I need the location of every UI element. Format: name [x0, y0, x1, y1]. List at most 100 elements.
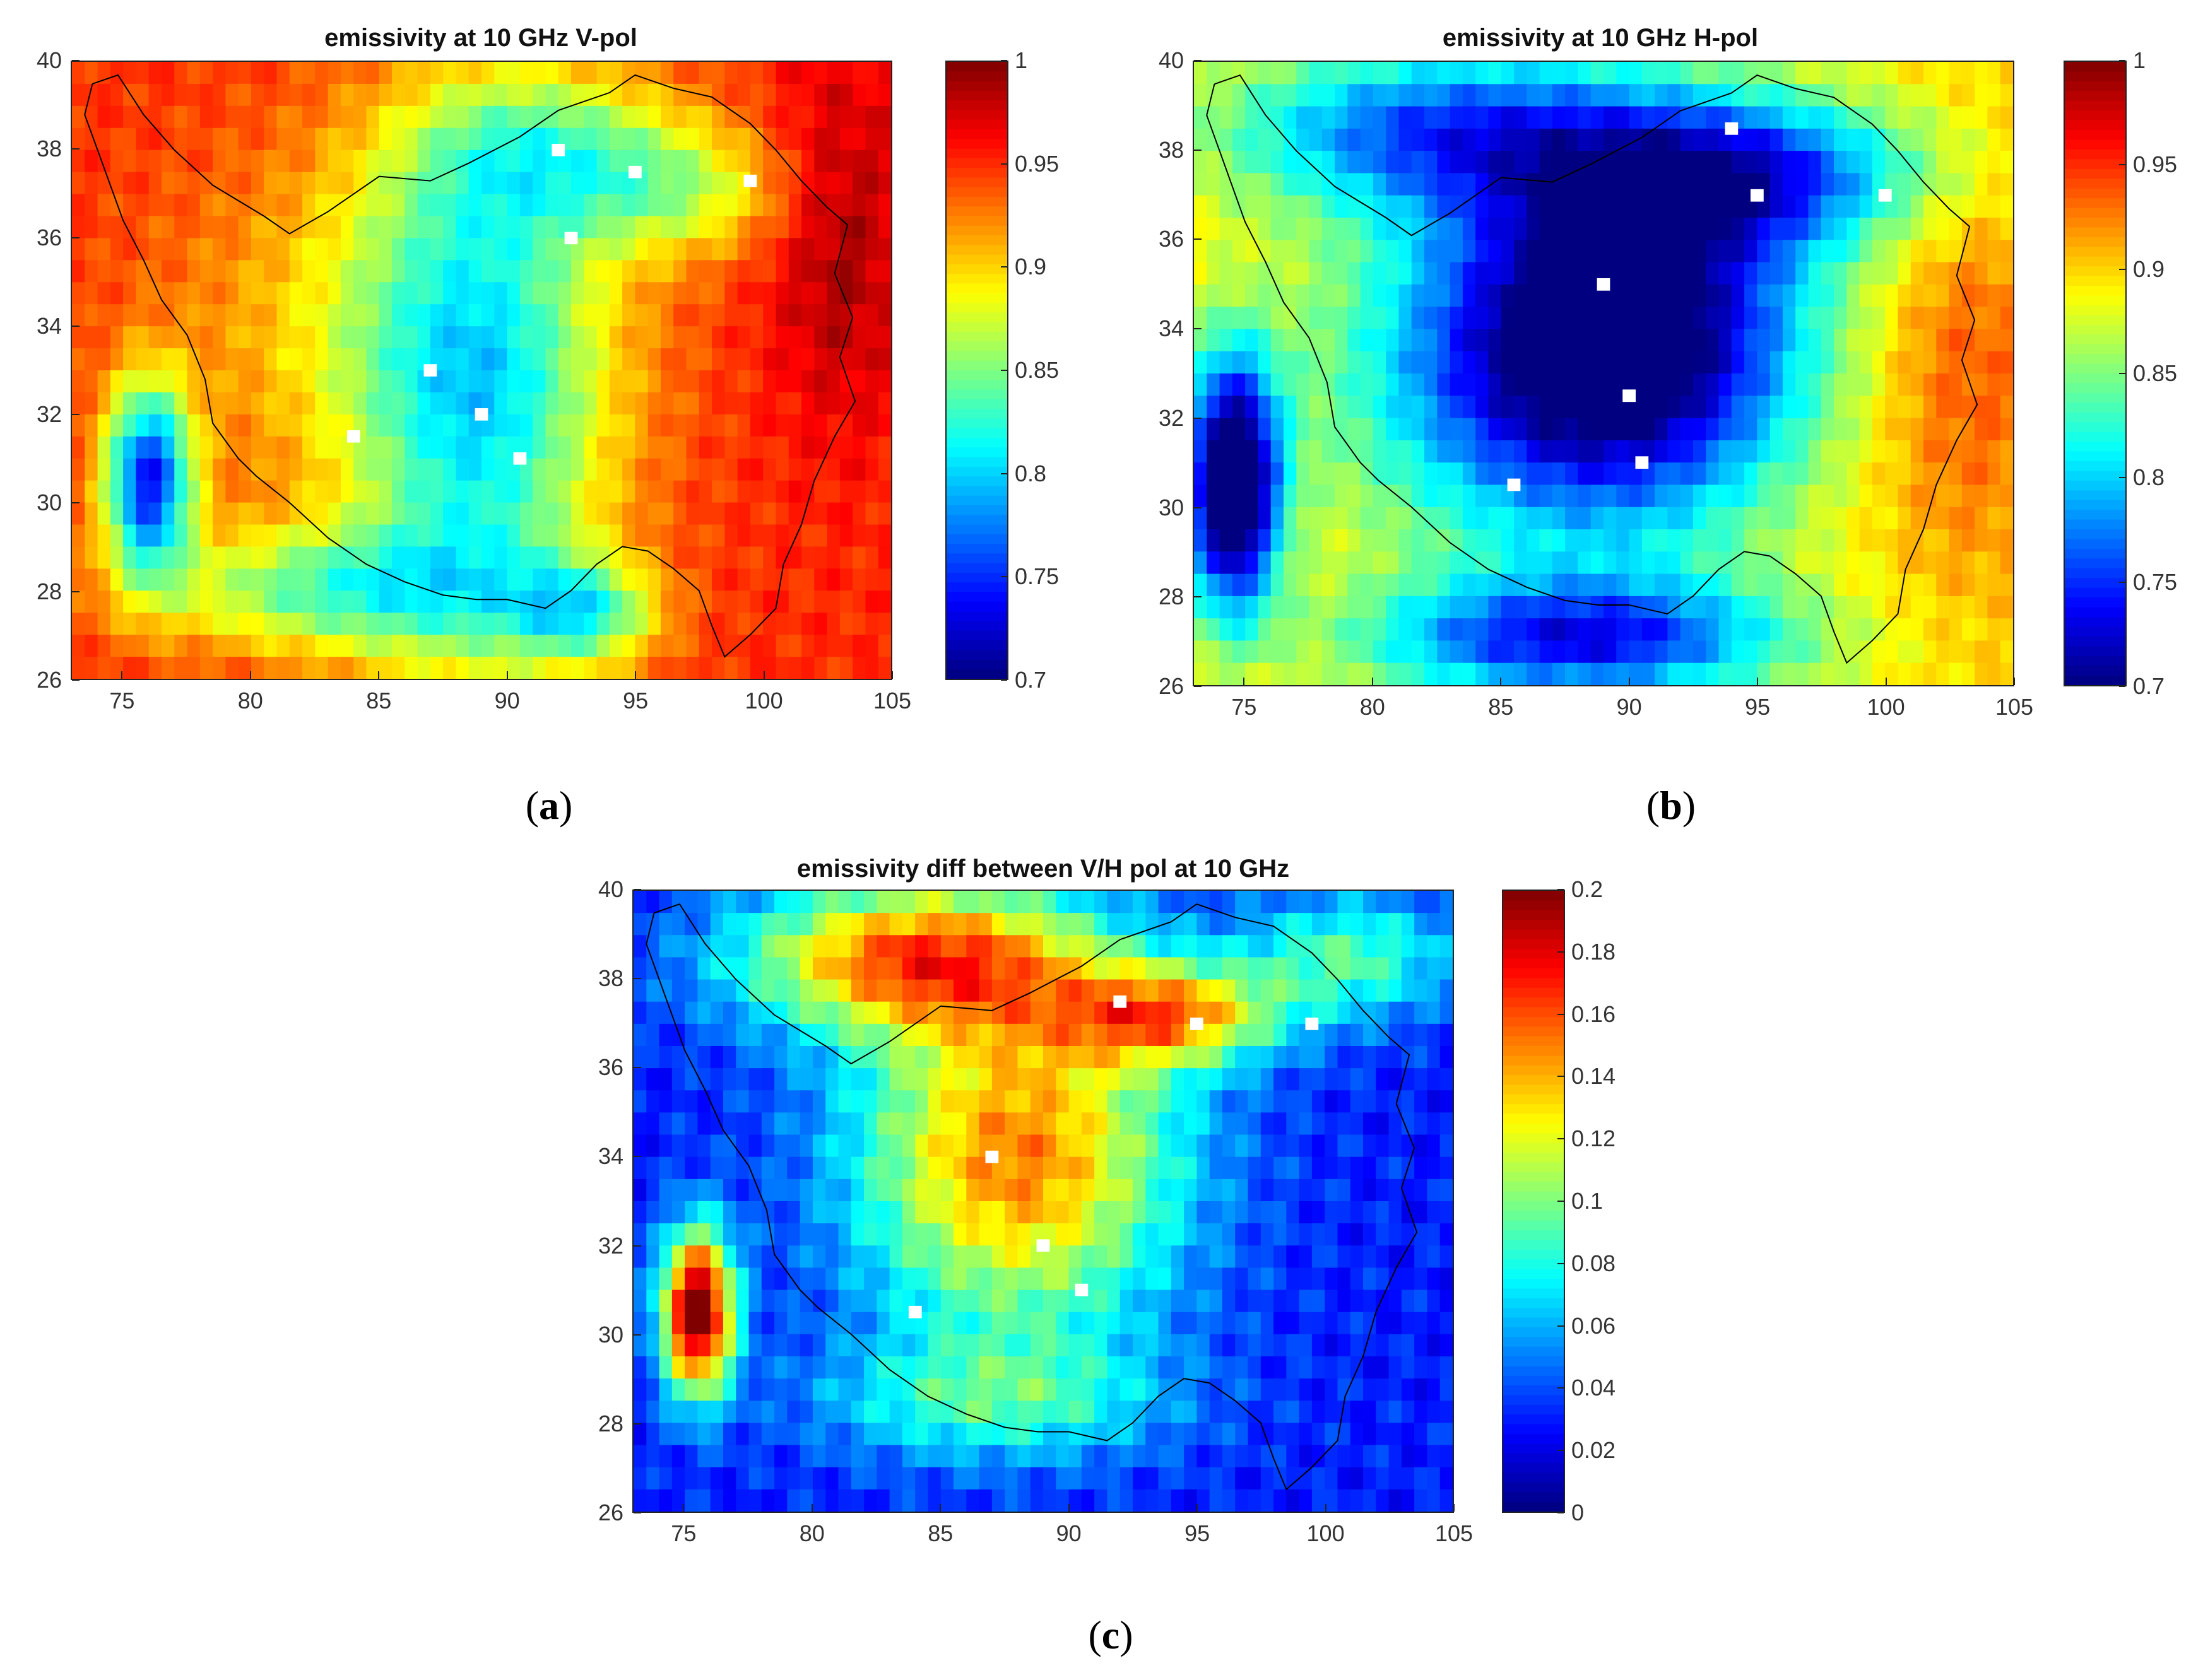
heatmap-cell: [774, 1178, 788, 1202]
heatmap-cell: [673, 260, 687, 283]
heatmap-cell: [443, 304, 457, 327]
heatmap-cell: [1578, 62, 1592, 85]
heatmap-cell: [877, 1201, 890, 1224]
heatmap-cell: [1667, 529, 1681, 552]
heatmap-cell: [1388, 1267, 1402, 1291]
heatmap-cell: [379, 194, 393, 217]
colorbar-segment: [2065, 247, 2125, 257]
heatmap-cell: [685, 1245, 699, 1269]
heatmap-cell: [1834, 84, 1848, 107]
heatmap-cell: [699, 282, 712, 305]
heatmap-cell: [825, 1023, 839, 1047]
heatmap-cell: [1808, 329, 1822, 352]
colorbar-segment: [947, 572, 1007, 583]
heatmap-cell: [877, 1267, 890, 1291]
heatmap-cell: [1565, 396, 1579, 419]
heatmap-cell: [1424, 329, 1438, 352]
colorbar-segment: [2065, 324, 2125, 336]
heatmap-cell: [225, 568, 239, 591]
heatmap-cell: [1081, 935, 1095, 958]
heatmap-cell: [1565, 128, 1579, 151]
heatmap-cell: [660, 304, 675, 327]
heatmap-cell: [1437, 351, 1451, 374]
heatmap-cell: [1961, 284, 1975, 307]
heatmap-cell: [1411, 84, 1425, 107]
heatmap-cell: [1616, 440, 1630, 463]
heatmap-cell: [1641, 84, 1655, 107]
heatmap-cell: [801, 348, 815, 371]
heatmap-cell: [1081, 913, 1095, 936]
heatmap-cell: [1411, 218, 1425, 240]
heatmap-cell: [1232, 173, 1246, 196]
heatmap-cell: [558, 105, 572, 129]
heatmap-cell: [1821, 507, 1834, 530]
heatmap-cell: [225, 436, 239, 459]
heatmap-cell: [1309, 640, 1323, 664]
heatmap-cell: [1196, 1046, 1210, 1069]
heatmap-cell: [417, 635, 431, 657]
heatmap-cell: [761, 1090, 775, 1113]
heatmap-cell: [494, 568, 508, 591]
heatmap-cell: [1501, 128, 1515, 151]
heatmap-cell: [1655, 218, 1668, 240]
heatmap-cell: [889, 1156, 903, 1180]
heatmap-cell: [174, 480, 188, 503]
heatmap-cell: [737, 370, 751, 393]
heatmap-cell: [1260, 957, 1274, 980]
heatmap-cell: [1539, 485, 1553, 508]
heatmap-cell: [671, 1289, 685, 1313]
heatmap-cell: [865, 150, 879, 173]
panel-caption-b: (b): [1646, 783, 1696, 828]
heatmap-cell: [1270, 662, 1284, 685]
heatmap-cell: [1885, 262, 1899, 285]
heatmap-cell: [1335, 573, 1349, 597]
heatmap-cell: [85, 635, 98, 657]
heatmap-cell: [1439, 1245, 1453, 1269]
heatmap-cell: [1043, 1178, 1057, 1202]
heatmap-cell: [1005, 1178, 1019, 1202]
heatmap-cell: [1808, 240, 1822, 263]
heatmap-cell: [264, 546, 278, 569]
colorbar-tick-label: 0.85: [2133, 360, 2178, 386]
heatmap-cell: [774, 1245, 788, 1269]
heatmap-cell: [723, 891, 737, 913]
heatmap-cell: [1834, 418, 1848, 441]
heatmap-cell: [1757, 551, 1771, 575]
heatmap-cell: [1949, 485, 1963, 508]
heatmap-cell: [1590, 596, 1604, 619]
heatmap-cell: [686, 414, 700, 437]
heatmap-cell: [712, 83, 726, 107]
heatmap-cell: [1641, 329, 1655, 352]
heatmap-cell: [251, 326, 265, 349]
colorbar-segment: [947, 524, 1007, 535]
heatmap-cell: [1273, 1001, 1287, 1025]
heatmap-cell: [72, 304, 86, 327]
heatmap-cell: [737, 127, 751, 151]
heatmap-cell: [812, 1046, 827, 1069]
heatmap-cell: [85, 392, 98, 415]
heatmap-cell: [251, 370, 265, 393]
heatmap-cell: [1411, 262, 1425, 285]
heatmap-cell: [238, 282, 252, 305]
colorbar-tick-label: 0.9: [1015, 254, 1047, 280]
heatmap-cell: [1641, 507, 1655, 530]
heatmap-cell: [776, 348, 789, 371]
heatmap-cell: [1936, 284, 1950, 307]
heatmap-cell: [148, 414, 162, 437]
heatmap-cell: [723, 1134, 737, 1158]
heatmap-cell: [697, 1267, 711, 1291]
heatmap-cell: [1834, 573, 1848, 597]
heatmap-cell: [673, 590, 687, 613]
heatmap-cell: [877, 1090, 890, 1113]
heatmap-cell: [1450, 418, 1463, 441]
heatmap-cell: [289, 127, 303, 151]
heatmap-cell: [737, 238, 751, 261]
heatmap-cell: [1680, 218, 1694, 240]
heatmap-cell: [570, 260, 585, 283]
heatmap-cell: [136, 304, 150, 327]
heatmap-cell: [748, 979, 762, 1002]
heatmap-cell: [136, 62, 150, 85]
heatmap-cell: [1808, 262, 1822, 285]
heatmap-cell: [1821, 462, 1834, 486]
heatmap-cell: [1936, 596, 1950, 619]
